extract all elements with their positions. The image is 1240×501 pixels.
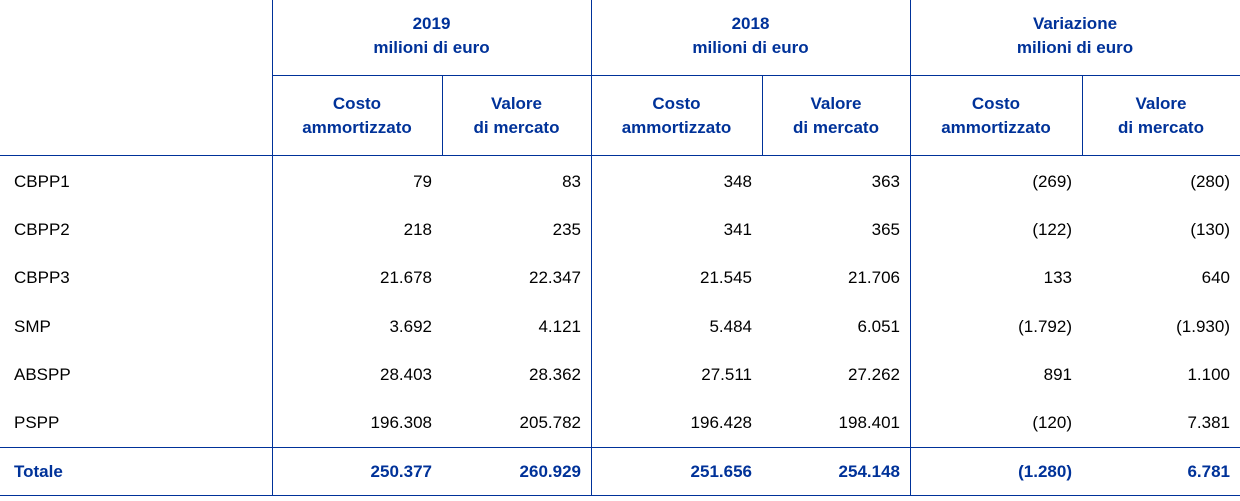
cell-value: 4.121 (538, 316, 581, 336)
cell-value: 28.362 (529, 364, 581, 384)
cell-value: 196.308 (370, 413, 432, 432)
row-label: PSPP (14, 413, 60, 432)
cell-value: 6.781 (1187, 462, 1230, 481)
cell-value: 79 (413, 172, 432, 191)
cell-value: 27.511 (701, 364, 752, 384)
cell-value: 27.262 (848, 364, 900, 384)
cell-value: 341 (723, 220, 752, 240)
column-header: Costo (332, 94, 382, 113)
cell-value: 21.706 (848, 268, 900, 288)
group-header: milioni di euro (373, 38, 490, 57)
cell-value: 363 (871, 172, 900, 191)
cell-value: (122) (1032, 220, 1072, 240)
cell-value: 7.381 (1187, 413, 1230, 432)
rule (0, 495, 1240, 496)
cell-value: (1.792) (1018, 316, 1072, 336)
rule (272, 75, 1240, 76)
rule (1082, 75, 1083, 155)
cell-value: 28.403 (380, 364, 432, 384)
cell-value: 205.782 (519, 413, 581, 432)
cell-value: 348 (723, 172, 752, 191)
cell-value: 260.929 (519, 462, 581, 481)
column-header: di mercato (1118, 118, 1204, 137)
cell-value: 22.347 (529, 268, 581, 288)
row-label: CBPP1 (14, 172, 70, 191)
cell-value: (1.930) (1176, 316, 1230, 336)
cell-value: 254.148 (838, 462, 900, 481)
cell-value: 251.656 (690, 462, 752, 481)
row-label: Totale (14, 462, 63, 481)
row-label: SMP (14, 316, 51, 336)
cell-value: (269) (1032, 172, 1072, 191)
rule (910, 0, 911, 496)
cell-value: 250.377 (370, 462, 432, 481)
rule (591, 0, 592, 496)
rule (442, 75, 443, 155)
rule (762, 75, 763, 155)
column-header: Costo (652, 94, 701, 113)
column-header: Valore (1135, 94, 1187, 113)
column-header: Valore (810, 94, 862, 113)
row-label: CBPP2 (14, 220, 70, 240)
group-header: milioni di euro (1016, 38, 1134, 57)
column-header: Valore (490, 94, 543, 113)
cell-value: 133 (1043, 268, 1072, 288)
rule (0, 155, 1240, 156)
rule (272, 0, 273, 496)
cell-value: 6.051 (857, 316, 900, 336)
cell-value: 3.692 (389, 316, 432, 336)
column-header: ammortizzato (621, 118, 732, 137)
cell-value: (130) (1190, 220, 1230, 240)
row-label: CBPP3 (14, 268, 70, 288)
group-header: 2019 (412, 14, 451, 33)
row-label: ABSPP (14, 364, 71, 384)
cell-value: 21.545 (700, 268, 752, 288)
cell-value: 198.401 (838, 413, 900, 432)
cell-value: 218 (403, 220, 432, 240)
column-header: di mercato (793, 118, 879, 137)
cell-value: 1.100 (1187, 364, 1230, 384)
cell-value: 365 (871, 220, 900, 240)
column-header: ammortizzato (302, 118, 412, 137)
cell-value: 235 (552, 220, 581, 240)
cell-value: 196.428 (690, 413, 752, 432)
cell-value: 5.484 (709, 316, 752, 336)
cell-value: 640 (1201, 268, 1230, 288)
column-header: Costo (971, 94, 1021, 113)
group-header: milioni di euro (692, 38, 809, 57)
cell-value: (280) (1190, 172, 1230, 191)
group-header: 2018 (731, 14, 770, 33)
cell-value: 21.678 (380, 268, 432, 288)
cell-value: 891 (1043, 364, 1072, 384)
group-header: Variazione (1032, 14, 1118, 33)
cell-value: 83 (562, 172, 581, 191)
rule (0, 447, 1240, 448)
column-header: di mercato (473, 118, 560, 137)
column-header: ammortizzato (941, 118, 1051, 137)
cell-value: (120) (1032, 413, 1072, 432)
cell-value: (1.280) (1018, 462, 1072, 481)
